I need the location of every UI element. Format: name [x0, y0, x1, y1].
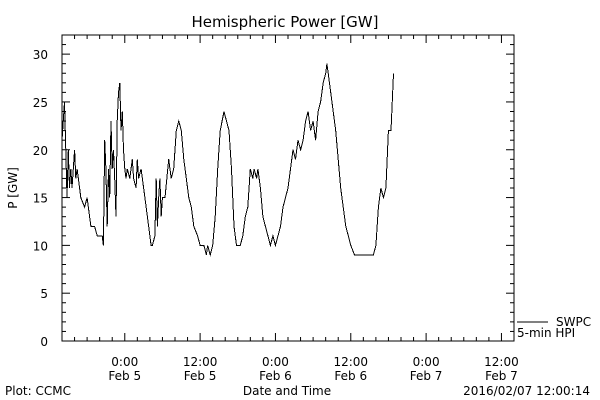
chart-title: Hemispheric Power [GW] — [192, 13, 379, 31]
legend-label-product: 5-min HPI — [517, 326, 575, 340]
x-tick-date-label: Feb 5 — [184, 369, 217, 383]
x-tick-time-label: 0:00 — [262, 355, 289, 369]
x-tick-time-label: 12:00 — [333, 355, 368, 369]
legend-label-source: SWPC — [556, 315, 591, 329]
y-axis-label: P [GW] — [6, 167, 20, 209]
y-tick-label: 0 — [40, 335, 48, 349]
x-tick-date-label: Feb 7 — [410, 369, 443, 383]
footer-credit: Plot: CCMC — [5, 384, 71, 398]
x-tick-time-label: 0:00 — [111, 355, 138, 369]
x-tick-time-label: 12:00 — [484, 355, 519, 369]
legend: SWPC 5-min HPI — [517, 315, 591, 340]
x-tick-date-label: Feb 6 — [259, 369, 292, 383]
y-axis: 0 5 10 15 20 25 30 — [33, 44, 514, 349]
series-line-hpi — [61, 63, 394, 257]
y-tick-label: 30 — [33, 48, 48, 62]
y-tick-label: 15 — [33, 192, 48, 206]
y-tick-label: 5 — [40, 287, 48, 301]
y-tick-label: 25 — [33, 96, 48, 110]
x-tick-date-label: Feb 6 — [334, 369, 367, 383]
x-axis-label: Date and Time — [243, 384, 331, 398]
y-tick-label: 10 — [33, 239, 48, 253]
footer-timestamp: 2016/02/07 12:00:14 — [463, 384, 590, 398]
x-tick-date-label: Feb 7 — [485, 369, 518, 383]
x-tick-time-label: 12:00 — [183, 355, 218, 369]
y-tick-label: 20 — [33, 144, 48, 158]
x-tick-time-label: 0:00 — [413, 355, 440, 369]
x-tick-date-label: Feb 5 — [108, 369, 141, 383]
